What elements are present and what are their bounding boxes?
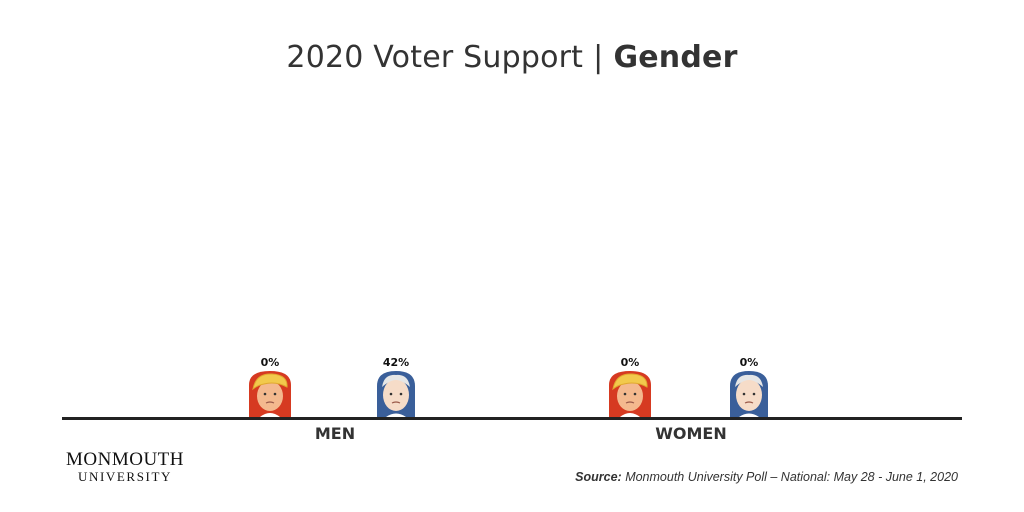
icon-eye [752, 392, 756, 396]
chart-title-separator: | [593, 40, 604, 75]
chart-title: 2020 Voter Support | Gender [0, 40, 1024, 75]
icon-face [257, 381, 283, 411]
icon-collar [386, 413, 406, 417]
source-note: Source: Monmouth University Poll – Natio… [575, 470, 958, 484]
blue-candidate-icon [730, 371, 768, 417]
icon-collar [260, 413, 280, 417]
value-label-men-0: 0% [261, 356, 280, 369]
icon-eye [633, 392, 637, 396]
monmouth-logo: MONMOUTH UNIVERSITY [64, 450, 186, 484]
source-text: Monmouth University Poll – National: May… [625, 470, 958, 484]
icon-mouth [265, 401, 275, 404]
red-candidate-icon [249, 371, 291, 417]
icon-face [736, 379, 762, 411]
value-label-men-1: 42% [383, 356, 409, 369]
category-label-men: MEN [314, 424, 356, 443]
icon-eye [273, 392, 277, 396]
value-label-women-1: 0% [740, 356, 759, 369]
logo-line-1: MONMOUTH [66, 449, 184, 470]
icon-collar [620, 413, 640, 417]
source-label: Source: [575, 470, 622, 484]
value-label-women-0: 0% [621, 356, 640, 369]
icon-face [383, 379, 409, 411]
icon-hair [735, 374, 763, 387]
chart-title-main: 2020 Voter Support [286, 40, 584, 75]
icon-hair [612, 373, 648, 391]
icon-hair [252, 373, 288, 391]
blue-candidate-icon [377, 371, 415, 417]
icon-eye [399, 392, 403, 396]
chart-title-bold: Gender [613, 40, 738, 75]
icon-mouth [625, 401, 635, 404]
icon-mouth [744, 401, 754, 404]
icon-eye [742, 392, 746, 396]
icon-face [617, 381, 643, 411]
icon-eye [263, 392, 267, 396]
icon-collar [739, 413, 759, 417]
icon-mouth [391, 401, 401, 404]
icon-eye [623, 392, 627, 396]
logo-line-2: UNIVERSITY [78, 469, 172, 484]
icon-hair [382, 374, 410, 387]
icon-eye [389, 392, 393, 396]
red-candidate-icon [609, 371, 651, 417]
category-label-women: WOMEN [655, 424, 727, 443]
